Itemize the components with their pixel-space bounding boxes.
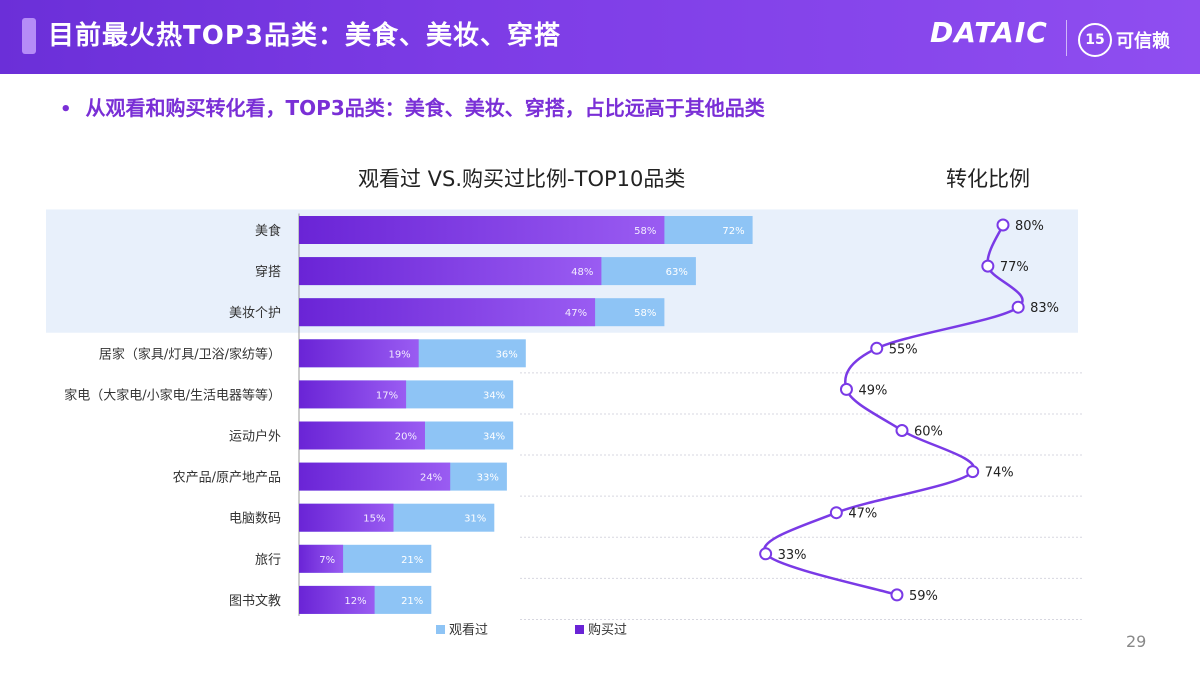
partner-logo: 15 可信赖 — [1078, 22, 1170, 58]
bought-value-label: 47% — [565, 308, 587, 319]
bought-value-label: 17% — [376, 390, 398, 401]
conversion-value-label: 55% — [889, 342, 918, 357]
viewed-value-label: 21% — [401, 596, 423, 607]
conversion-value-label: 77% — [1000, 260, 1029, 275]
conversion-value-label: 74% — [985, 466, 1014, 481]
viewed-value-label: 34% — [483, 432, 505, 443]
conversion-point — [890, 588, 904, 602]
page-number: 29 — [1126, 632, 1147, 651]
bought-value-label: 7% — [319, 555, 335, 566]
bought-value-label: 20% — [395, 432, 417, 443]
bar-chart-title: 观看过 VS.购买过比例-TOP10品类 — [358, 167, 686, 191]
bought-bar — [299, 380, 407, 409]
bought-bar — [299, 462, 451, 491]
conversion-point — [895, 424, 909, 437]
bought-bar — [299, 257, 602, 286]
subtitle-text: 从观看和购买转化看，TOP3品类：美食、美妆、穿搭，占比远高于其他品类 — [85, 96, 765, 120]
legend-viewed-swatch — [436, 625, 445, 634]
bought-bar — [299, 421, 425, 450]
viewed-value-label: 63% — [666, 267, 688, 278]
bought-value-label: 12% — [344, 596, 366, 607]
conversion-point — [759, 547, 773, 561]
conversion-point — [839, 382, 853, 396]
dataic-logo: DATAIC — [930, 16, 1048, 49]
conversion-value-label: 83% — [1030, 301, 1059, 316]
bought-value-label: 15% — [363, 514, 385, 525]
logo-divider — [1066, 20, 1067, 56]
viewed-value-label: 58% — [634, 308, 656, 319]
bought-value-label: 48% — [571, 267, 593, 278]
category-label: 电脑数码 — [229, 512, 281, 527]
conversion-point — [966, 465, 980, 479]
viewed-value-label: 72% — [722, 226, 744, 237]
partner-logo-text: 可信赖 — [1116, 31, 1170, 52]
conversion-value-label: 80% — [1015, 219, 1044, 234]
viewed-value-label: 31% — [464, 514, 486, 525]
viewed-value-label: 33% — [477, 473, 499, 484]
category-label: 图书文教 — [229, 593, 281, 609]
legend-bought-label: 购买过 — [588, 622, 627, 638]
legend-viewed-label: 观看过 — [449, 622, 488, 638]
conversion-value-label: 60% — [914, 425, 943, 440]
bought-bar — [299, 216, 665, 244]
subtitle: • 从观看和购买转化看，TOP3品类：美食、美妆、穿搭，占比远高于其他品类 — [60, 92, 765, 121]
bought-value-label: 19% — [388, 349, 410, 360]
bought-bar — [299, 544, 344, 573]
conversion-value-label: 59% — [909, 589, 938, 604]
conversion-value-label: 47% — [848, 507, 877, 522]
page-title: 目前最火热TOP3品类：美食、美妆、穿搭 — [48, 21, 561, 51]
conversion-value-label: 49% — [858, 383, 887, 398]
viewed-value-label: 21% — [401, 555, 423, 566]
bought-bar — [299, 585, 375, 614]
conversion-point — [996, 218, 1010, 232]
viewed-value-label: 36% — [496, 349, 518, 360]
bought-bar — [299, 298, 596, 327]
header-bar: 目前最火热TOP3品类：美食、美妆、穿搭 DATAIC 15 可信赖 — [0, 0, 1200, 74]
category-label: 运动户外 — [229, 429, 281, 445]
partner-logo-number: 15 — [1078, 23, 1112, 57]
bought-bar — [299, 339, 419, 368]
category-label: 美妆个护 — [229, 306, 281, 321]
bullet-icon: • — [60, 99, 72, 120]
header-accent-mark — [22, 18, 36, 54]
bought-value-label: 58% — [634, 226, 656, 237]
category-label: 旅行 — [255, 553, 281, 568]
category-label: 美食 — [255, 223, 281, 239]
conversion-point — [1011, 300, 1025, 314]
category-label: 穿搭 — [255, 264, 281, 280]
conversion-point — [829, 506, 843, 520]
bought-value-label: 24% — [420, 473, 442, 484]
line-chart-title: 转化比例 — [946, 167, 1030, 191]
legend-bought-swatch — [575, 625, 584, 634]
category-label: 农产品/原产地产品 — [173, 471, 281, 486]
category-label: 居家（家具/灯具/卫浴/家纺等） — [99, 346, 281, 362]
conversion-point — [870, 341, 884, 355]
bought-bar — [299, 503, 394, 532]
conversion-value-label: 33% — [778, 548, 807, 563]
conversion-point — [981, 259, 995, 273]
viewed-value-label: 34% — [483, 390, 505, 401]
category-label: 家电（大家电/小家电/生活电器等等） — [64, 387, 281, 403]
